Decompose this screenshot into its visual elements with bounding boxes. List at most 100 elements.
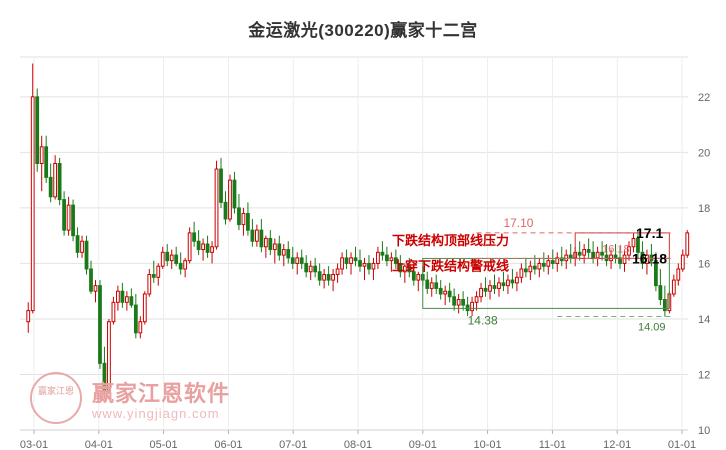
candle-body [662,299,667,312]
candle-body [201,243,205,251]
candle-body [349,257,353,264]
candle-body [308,265,313,273]
candle-body [358,260,362,267]
candle-body [228,179,232,220]
candle-body [618,257,622,264]
candle-body [371,262,376,270]
candle-body [62,199,66,231]
candle-body [326,274,331,281]
candle-body [613,254,618,259]
mid-label: 16.18 [602,243,630,255]
candle-body [268,237,273,251]
candle-body [259,229,264,248]
candle-body [622,254,627,264]
candle-body [246,212,250,231]
y-tick-label: 20 [698,147,710,159]
text-warn: 上穿下跌结构警戒线 [392,258,509,273]
candle-body [340,257,344,270]
gridlines [20,56,688,434]
x-tick-label: 12-01 [603,439,631,450]
candle-body [640,251,645,264]
candle-body [492,285,497,289]
candle-body [165,251,170,262]
x-tick-label: 05-01 [150,439,178,450]
candle-body [93,285,98,292]
text-top: 下跌结构顶部线压力 [392,233,509,248]
x-axis-labels: 03-01 04-01 05-01 06-01 07-01 08-01 09-01 10-01… [20,439,696,450]
x-tick-label: 11-01 [539,439,566,450]
candle-body [488,285,492,292]
candle-body [35,96,40,164]
candle-body [142,293,147,323]
candle-body [559,257,564,262]
candle-body [506,279,510,287]
candle-body [376,251,380,264]
y-axis-labels: 10 12 14 16 18 20 22 [698,92,710,437]
candle-body [582,249,587,256]
candle-body [111,301,116,323]
candle-body [102,362,107,392]
candle-body [147,274,152,295]
low-label: 14.09 [638,321,666,333]
candle-body [178,262,183,270]
y-tick-label: 16 [698,258,710,270]
candle-body [680,254,685,270]
candle-body [57,162,62,201]
candle-body [586,249,591,253]
resistance-label: 17.10 [503,216,533,230]
candle-body [479,287,483,298]
candle-body [124,296,129,303]
candle-body [281,249,286,256]
candle-body [66,204,71,231]
candle-body [263,237,268,248]
candle-body [645,254,649,264]
candle-body [344,257,349,264]
candle-body [604,254,609,262]
candle-body [205,243,210,253]
candle-body [497,282,501,289]
candle-body [89,268,93,292]
candle-body [107,321,111,392]
x-tick-label: 08-01 [344,439,372,450]
candle-body [129,296,134,306]
candle-body [591,251,596,259]
candle-body [658,285,663,301]
candle-body [443,290,448,295]
chart-title: 金运激光(300220)赢家十二宫 [248,21,478,40]
candle-body [80,240,84,253]
candle-body [192,232,197,242]
price-tag-mid: 16.18 [632,250,667,266]
candle-body [398,262,403,273]
candle-body [331,274,335,281]
y-tick-label: 12 [698,369,710,381]
x-tick-label: 01-01 [668,439,696,450]
candle-body [389,257,394,262]
candle-body [515,276,519,284]
price-tag-high: 17.1 [636,225,663,241]
candle-body [133,304,138,334]
candle-body [528,265,533,273]
candle-body [438,287,443,295]
candle-body [30,96,35,312]
y-tick-label: 18 [698,203,710,215]
candle-body [138,321,143,334]
candle-body [609,254,613,262]
candle-body [219,168,223,203]
candle-body [304,262,309,273]
candle-body [564,254,569,262]
candle-body [277,243,282,256]
candle-body [541,262,546,267]
candle-body [210,246,214,253]
candle-body [120,290,125,303]
candle-body [411,271,416,281]
candle-body [367,262,371,270]
candle-body [362,262,367,267]
candle-body [48,176,53,198]
candle-body [299,257,304,264]
candle-body [523,268,528,273]
candle-body [537,262,542,270]
candle-body [456,299,461,306]
x-tick-label: 07-01 [279,439,307,450]
candle-body [286,249,291,259]
